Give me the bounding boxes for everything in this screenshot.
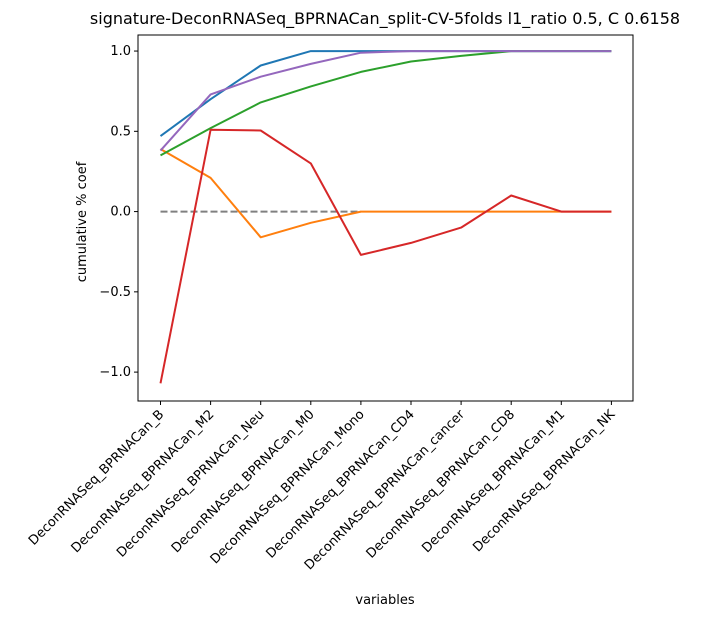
- y-tick-label: −0.5: [99, 285, 131, 300]
- chart-title: signature-DeconRNASeq_BPRNACan_split-CV-…: [90, 9, 680, 29]
- y-tick-label: 0.0: [110, 205, 131, 220]
- series-line-4: [159, 128, 612, 384]
- y-tick-label: −1.0: [99, 365, 131, 380]
- series-line-5: [159, 50, 612, 152]
- series-line-2: [160, 148, 612, 239]
- x-axis-label: variables: [355, 593, 414, 608]
- y-axis-label: cumulative % coef: [75, 161, 90, 282]
- y-tick-label: 0.5: [110, 124, 131, 139]
- y-tick-label: 1.0: [110, 44, 131, 59]
- axes-frame: [137, 34, 634, 402]
